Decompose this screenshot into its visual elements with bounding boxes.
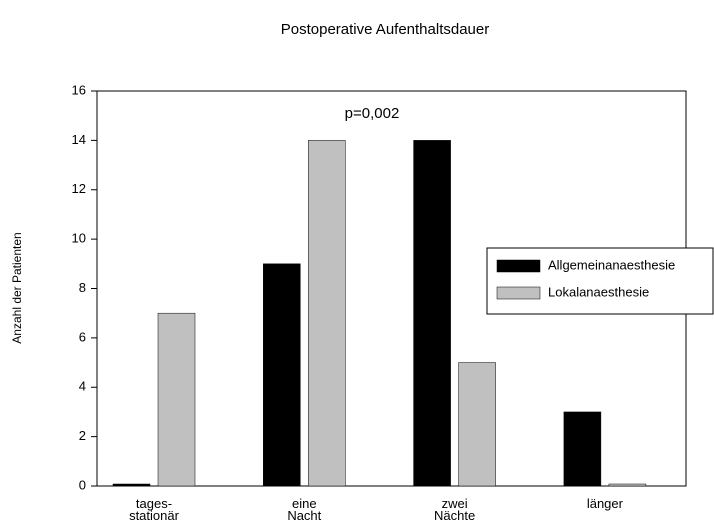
legend-swatch (496, 259, 541, 273)
bar (413, 140, 451, 487)
chart-title: Postoperative Aufenthaltsdauer (281, 21, 489, 38)
y-tick-label: 2 (79, 428, 86, 443)
y-tick-label: 6 (79, 329, 86, 344)
bar (563, 411, 602, 487)
y-tick-label: 14 (72, 132, 86, 147)
y-tick-label: 0 (79, 477, 86, 492)
bar (308, 140, 346, 487)
legend-box (486, 247, 714, 315)
y-tick-label: 16 (72, 82, 86, 97)
x-tick-label: länger (587, 496, 624, 511)
x-tick-label: tages-stationär (129, 496, 180, 523)
x-tick-label: zwei Nächte (434, 496, 475, 523)
bar (263, 263, 301, 487)
y-tick-label: 12 (72, 181, 86, 196)
annotation: p=0,002 (345, 105, 400, 122)
bar (608, 483, 647, 487)
y-tick-label: 10 (72, 231, 86, 246)
legend-swatch (496, 286, 541, 300)
bar (112, 483, 151, 487)
legend-label: Allgemeinanaesthesie (548, 257, 675, 272)
x-tick-label: eine Nacht (287, 496, 321, 523)
legend-label: Lokalanaesthesie (548, 284, 649, 299)
y-tick-label: 8 (79, 280, 86, 295)
bar (157, 312, 196, 487)
y-tick-label: 4 (79, 379, 86, 394)
y-axis-label: Anzahl der Patienten (10, 232, 24, 343)
bar (458, 362, 496, 487)
